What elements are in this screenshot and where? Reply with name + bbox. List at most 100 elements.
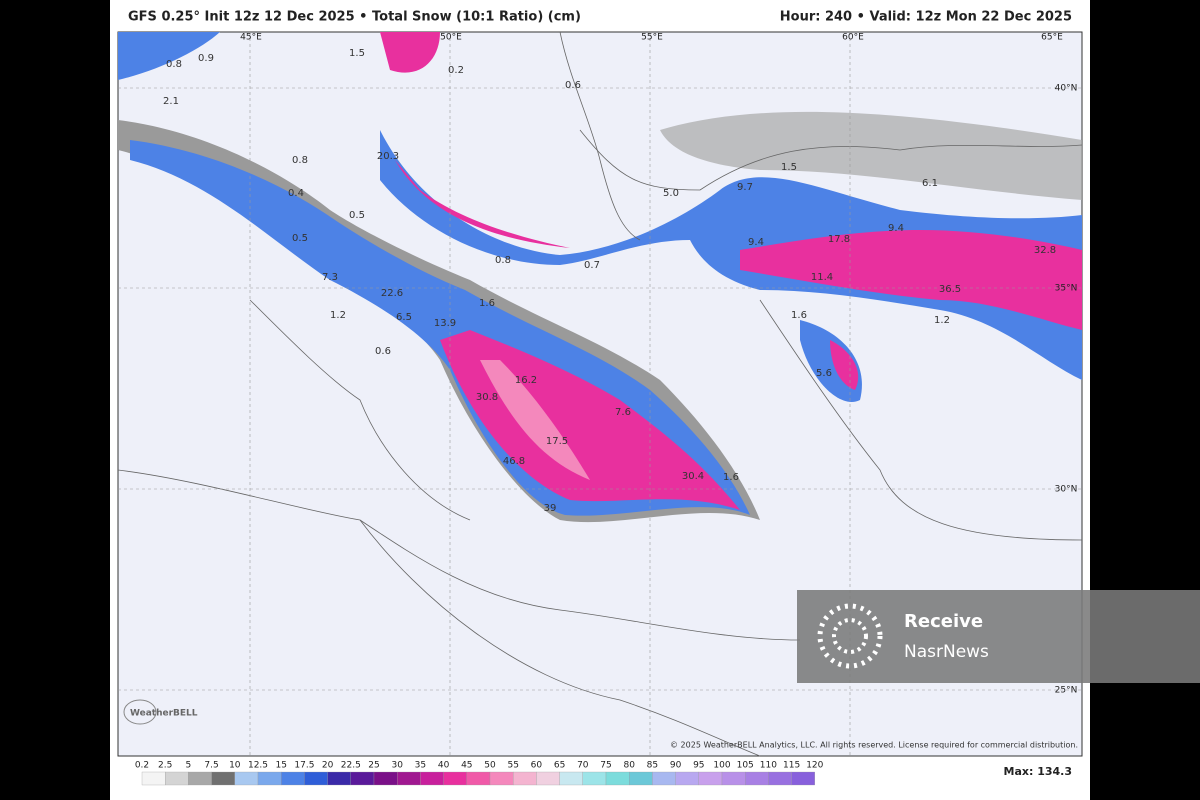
colorbar-swatch — [536, 771, 560, 786]
colorbar-swatch — [350, 771, 375, 786]
colorbar-swatch — [165, 771, 189, 786]
header-title: GFS 0.25° Init 12z 12 Dec 2025 • Total S… — [128, 10, 581, 25]
map-value-label: 9.4 — [888, 223, 904, 234]
lat-label: 40°N — [1055, 84, 1078, 94]
colorbar-label: 65 — [554, 761, 565, 771]
lon-label: 60°E — [842, 33, 864, 43]
colorbar-label: 22.5 — [341, 761, 361, 771]
colorbar-label: 30 — [391, 761, 403, 771]
map-value-label: 0.6 — [565, 80, 581, 91]
map-value-label: 1.6 — [791, 310, 807, 321]
lon-label: 65°E — [1041, 33, 1063, 43]
colorbar-label: 25 — [368, 761, 379, 771]
map-value-label: 0.8 — [495, 255, 511, 266]
colorbar-label: 55 — [507, 761, 518, 771]
map-value-label: 9.7 — [737, 182, 753, 193]
colorbar-swatch — [188, 771, 212, 786]
map-value-label: 7.3 — [322, 272, 338, 283]
colorbar-label: 60 — [531, 761, 543, 771]
map-value-label: 9.4 — [748, 237, 764, 248]
lon-label: 50°E — [440, 33, 462, 43]
copyright: © 2025 WeatherBELL Analytics, LLC. All r… — [670, 741, 1078, 750]
map-value-label: 22.6 — [381, 288, 403, 299]
colorbar-label: 90 — [670, 761, 682, 771]
logo: WeatherBELL — [130, 709, 198, 719]
colorbar-label: 12.5 — [248, 761, 268, 771]
map-value-label: 32.8 — [1034, 245, 1056, 256]
colorbar-label: 10 — [229, 761, 241, 771]
colorbar-swatch — [257, 771, 282, 786]
colorbar-label: 85 — [647, 761, 658, 771]
borders — [117, 31, 1083, 757]
colorbar-swatch — [605, 771, 630, 786]
colorbar-swatch — [791, 771, 815, 786]
colorbar-swatch — [466, 771, 491, 786]
map-value-label: 46.8 — [503, 456, 525, 467]
map-value-label: 0.8 — [292, 155, 308, 166]
map-value-label: 0.5 — [349, 210, 365, 221]
map-value-label: 13.9 — [434, 318, 456, 329]
lat-label: 35°N — [1055, 284, 1078, 294]
colorbar-label: 45 — [461, 761, 472, 771]
logo-mark — [123, 699, 157, 725]
colorbar-label: 110 — [760, 761, 777, 771]
lat-label: 30°N — [1055, 485, 1078, 495]
map-value-label: 1.5 — [349, 48, 365, 59]
colorbar-label: 5 — [186, 761, 192, 771]
map-value-label: 1.6 — [479, 298, 495, 309]
colorbar-swatch — [652, 771, 676, 786]
colorbar-label: 75 — [600, 761, 611, 771]
map-value-label: 36.5 — [939, 284, 961, 295]
map-value-label: 2.1 — [163, 96, 179, 107]
colorbar-swatch — [513, 771, 537, 786]
map-value-label: 30.8 — [476, 392, 498, 403]
colorbar-label: 70 — [577, 761, 589, 771]
map-value-label: 7.6 — [615, 407, 631, 418]
colorbar-label: 0.2 — [135, 761, 149, 771]
lon-label: 55°E — [641, 33, 663, 43]
map-value-label: 1.2 — [934, 315, 950, 326]
colorbar-swatch — [675, 771, 699, 786]
watermark-box — [797, 590, 1200, 683]
colorbar-label: 95 — [693, 761, 704, 771]
watermark-line2: NasrNews — [904, 642, 989, 662]
colorbar-swatch — [443, 771, 467, 786]
colorbar-swatch — [629, 771, 653, 786]
map-value-label: 0.9 — [198, 53, 214, 64]
colorbar-swatch — [420, 771, 444, 786]
colorbar-label: 2.5 — [158, 761, 172, 771]
lat-label: 25°N — [1055, 686, 1078, 696]
colorbar-swatch — [698, 771, 723, 786]
lon-label: 45°E — [240, 33, 262, 43]
map-value-label: 0.6 — [375, 346, 391, 357]
colorbar-label: 105 — [737, 761, 754, 771]
colorbar-label: 15 — [275, 761, 286, 771]
map-value-label: 17.5 — [546, 436, 568, 447]
watermark-logo — [817, 603, 883, 669]
colorbar-swatch — [489, 771, 514, 786]
colorbar-swatch — [721, 771, 746, 786]
colorbar-swatch — [582, 771, 607, 786]
map-value-label: 6.1 — [922, 178, 938, 189]
colorbar-swatch — [397, 771, 421, 786]
colorbar-label: 7.5 — [204, 761, 218, 771]
colorbar-label: 40 — [438, 761, 450, 771]
map-value-label: 5.6 — [816, 368, 832, 379]
colorbar-label: 80 — [623, 761, 635, 771]
map-value-label: 0.4 — [288, 188, 304, 199]
colorbar-max: Max: 134.3 — [1004, 765, 1073, 778]
colorbar-swatch — [234, 771, 259, 786]
colorbar-label: 115 — [783, 761, 800, 771]
map-value-label: 0.5 — [292, 233, 308, 244]
map-value-label: 30.4 — [682, 471, 704, 482]
colorbar-swatch — [141, 771, 166, 786]
map-value-label: 39 — [544, 503, 557, 514]
map-value-label: 5.0 — [663, 188, 679, 199]
colorbar-swatch — [373, 771, 398, 786]
colorbar-label: 120 — [806, 761, 823, 771]
map-value-label: 0.7 — [584, 260, 600, 271]
map-value-label: 6.5 — [396, 312, 412, 323]
map-value-label: 11.4 — [811, 272, 833, 283]
